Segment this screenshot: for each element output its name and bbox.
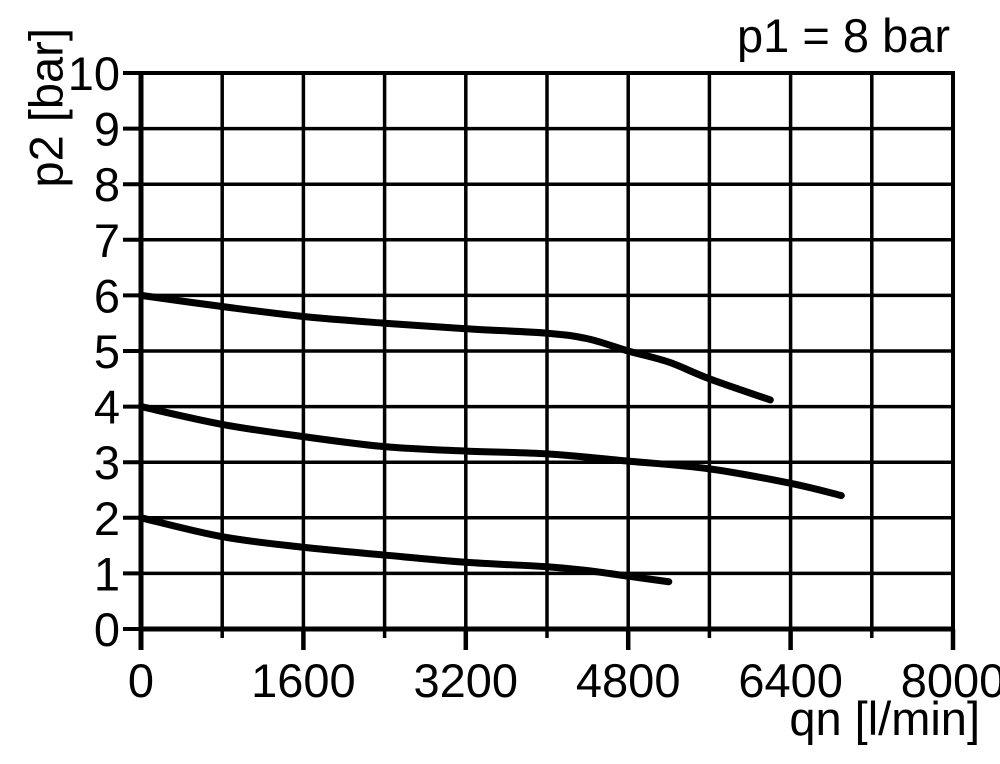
- curve-3-outlet-pressure-set-2-bar: [137, 514, 673, 586]
- y-tick-label: 7: [94, 214, 120, 267]
- x-tick-label: 8000: [901, 654, 1000, 707]
- y-tick-label: 3: [94, 436, 120, 489]
- y-tick-label: 8: [94, 158, 120, 211]
- x-tick-label: 3200: [414, 654, 519, 707]
- y-tick-label: 2: [94, 492, 120, 545]
- y-tick-label: 0: [94, 603, 120, 656]
- y-tick-label: 1: [94, 547, 120, 600]
- x-tick-label: 6400: [738, 654, 843, 707]
- y-tick-label: 10: [68, 47, 120, 100]
- y-tick-label: 6: [94, 269, 120, 322]
- x-axis-label: qn [l/min]: [789, 692, 980, 745]
- x-tick-label: 4800: [576, 654, 681, 707]
- y-axis-label: p2 [bar]: [19, 28, 73, 188]
- chart-title: p1 = 8 bar: [737, 9, 950, 62]
- y-tick-label: 9: [94, 103, 120, 156]
- y-tick-label: 5: [94, 325, 120, 378]
- y-tick-label: 4: [94, 381, 120, 434]
- curve-1-outlet-pressure-set-6-bar: [137, 291, 774, 404]
- x-tick-label: 1600: [251, 654, 356, 707]
- x-tick-label: 0: [128, 654, 154, 707]
- curve-2-outlet-pressure-set-4-bar: [137, 403, 845, 500]
